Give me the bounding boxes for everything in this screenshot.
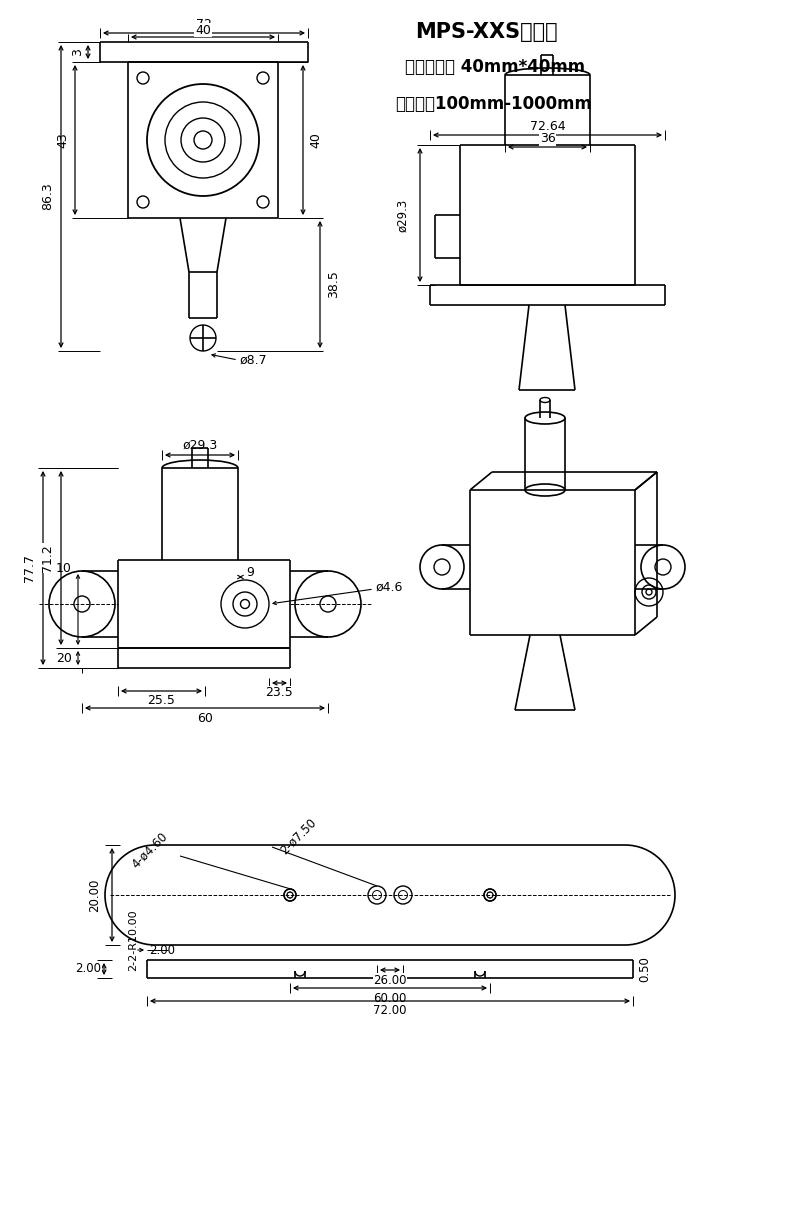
Text: 25.5: 25.5 [148, 694, 175, 708]
Text: 60: 60 [197, 711, 213, 725]
Text: 23.5: 23.5 [265, 687, 293, 699]
Text: ø29.3: ø29.3 [397, 198, 409, 231]
Text: 36: 36 [540, 133, 555, 146]
Text: 40: 40 [310, 133, 322, 148]
Text: 2-2-R10.00: 2-2-R10.00 [128, 910, 138, 970]
Text: 26.00: 26.00 [373, 974, 407, 986]
Text: 40: 40 [195, 23, 211, 36]
Text: 20.00: 20.00 [88, 878, 101, 912]
Text: 2.00: 2.00 [75, 963, 101, 975]
Text: 72.00: 72.00 [373, 1004, 407, 1018]
Text: 量程范围100mm-1000mm: 量程范围100mm-1000mm [395, 95, 592, 113]
Text: 43: 43 [57, 133, 70, 148]
Text: 4-ø4.60: 4-ø4.60 [129, 829, 170, 871]
Text: 72.64: 72.64 [529, 120, 566, 134]
Text: ø29.3: ø29.3 [182, 439, 217, 451]
Text: 38.5: 38.5 [328, 271, 340, 298]
Text: 2-ø7.50: 2-ø7.50 [278, 816, 319, 856]
Text: 72: 72 [196, 18, 212, 32]
Text: 60.00: 60.00 [374, 991, 407, 1004]
Text: ø8.7: ø8.7 [239, 354, 267, 366]
Text: 77.7: 77.7 [24, 554, 36, 582]
Text: 主体尺寸： 40mm*40mm: 主体尺寸： 40mm*40mm [405, 58, 585, 75]
Text: 71.2: 71.2 [42, 544, 55, 572]
Text: 9: 9 [246, 565, 254, 579]
Text: 86.3: 86.3 [42, 182, 55, 210]
Text: ø4.6: ø4.6 [375, 580, 402, 593]
Text: 2.00: 2.00 [149, 944, 175, 957]
Text: 20: 20 [56, 652, 72, 664]
Text: 0.50: 0.50 [638, 956, 651, 983]
Text: MPS-XXS拉绳尺: MPS-XXS拉绳尺 [415, 22, 558, 43]
Text: 10: 10 [56, 563, 72, 575]
Text: 3: 3 [72, 49, 85, 56]
